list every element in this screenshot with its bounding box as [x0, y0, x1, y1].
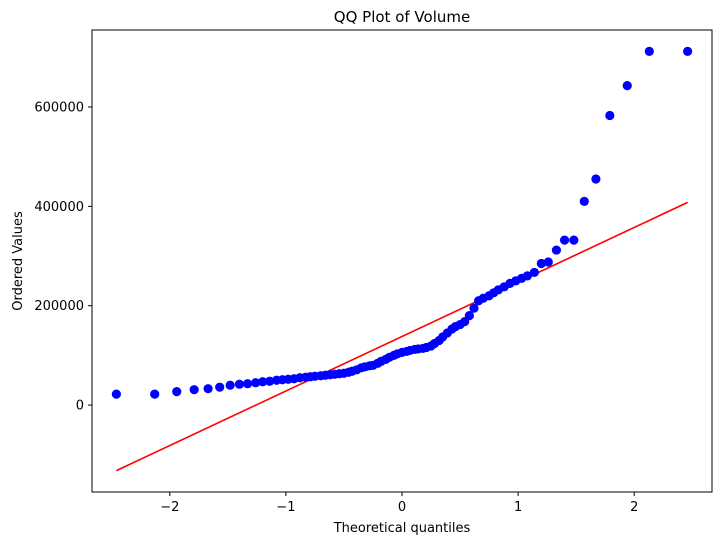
y-tick-label: 200000	[34, 299, 84, 314]
data-point	[683, 46, 693, 56]
data-point	[265, 376, 275, 386]
data-point	[522, 271, 532, 281]
data-point	[203, 384, 213, 394]
x-tick-label: 1	[514, 500, 522, 515]
data-point	[464, 311, 474, 321]
y-tick-label: 400000	[34, 200, 84, 215]
data-point	[258, 377, 268, 387]
data-point	[225, 380, 235, 390]
y-tick-label: 600000	[34, 101, 84, 116]
fit-line	[116, 201, 688, 472]
data-point	[529, 267, 539, 278]
data-point	[605, 110, 615, 121]
y-axis-label: Ordered Values	[11, 211, 26, 311]
x-tick-label: −1	[276, 500, 295, 515]
data-point	[215, 382, 225, 392]
x-tick-label: 2	[630, 500, 638, 515]
reference-line	[116, 201, 688, 472]
data-point	[579, 196, 589, 206]
plot-area	[91, 29, 713, 493]
y-tick-label: 0	[76, 399, 84, 414]
chart-title: QQ Plot of Volume	[334, 8, 470, 26]
data-point	[469, 303, 479, 313]
data-point	[150, 389, 160, 399]
x-axis: −2 −1 0 1 2	[160, 492, 638, 515]
y-axis: 0 200000 400000 600000	[34, 101, 92, 414]
data-points	[111, 46, 693, 399]
data-point	[591, 174, 601, 184]
data-point	[536, 258, 546, 269]
x-tick-label: 0	[398, 500, 406, 515]
data-point	[543, 257, 553, 267]
data-point	[234, 379, 245, 389]
data-point	[172, 387, 182, 397]
data-point	[189, 385, 199, 395]
data-point	[622, 81, 632, 91]
data-point	[559, 235, 570, 245]
data-point	[242, 379, 253, 389]
data-point	[251, 378, 261, 388]
x-tick-label: −2	[160, 500, 179, 515]
data-point	[111, 389, 121, 399]
data-point	[644, 46, 654, 56]
data-point	[551, 245, 562, 255]
data-point	[569, 235, 579, 245]
x-axis-label: Theoretical quantiles	[333, 521, 471, 536]
